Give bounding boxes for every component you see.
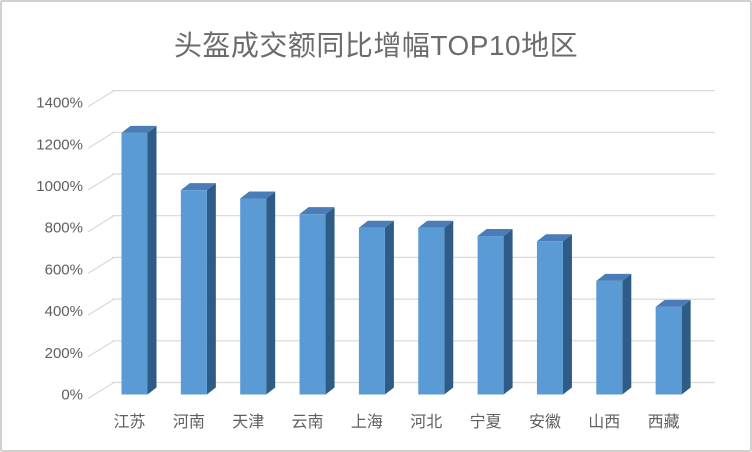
y-tick-label: 1000% — [36, 178, 83, 195]
gridline-depth-tick — [87, 381, 115, 400]
bar-top-face — [655, 299, 691, 307]
bar-top-face — [358, 220, 394, 228]
bar-top-face — [536, 234, 572, 242]
bar-side-face — [206, 183, 216, 395]
bar-side-face — [266, 191, 276, 395]
bar-side-face — [503, 229, 513, 395]
bar-top-face — [240, 191, 276, 199]
gridline-depth-tick — [87, 256, 115, 274]
bar-top-face — [418, 220, 454, 228]
gridline-depth-tick — [87, 131, 115, 149]
x-tick-label: 上海 — [351, 413, 383, 431]
bar — [418, 227, 445, 395]
bar-top-face — [121, 125, 157, 133]
x-tick-label: 江苏 — [113, 413, 145, 431]
bar — [121, 132, 148, 395]
bar-side-face — [681, 299, 691, 395]
x-tick-label: 云南 — [292, 413, 324, 431]
y-tick-label: 600% — [45, 261, 83, 278]
bar — [358, 227, 385, 395]
y-tick-label: 200% — [45, 345, 83, 362]
gridline-depth-tick — [87, 173, 115, 191]
bar-top-face — [477, 229, 513, 237]
bar — [240, 198, 267, 395]
y-tick-label: 1400% — [36, 95, 83, 112]
gridline-depth-tick — [87, 340, 115, 358]
bar-side-face — [562, 234, 572, 395]
bar — [536, 241, 563, 395]
bar — [596, 280, 623, 395]
x-tick-label: 山西 — [588, 413, 620, 431]
x-tick-label: 天津 — [232, 413, 264, 431]
bar-top-face — [596, 273, 632, 281]
gridline-depth-tick — [87, 298, 115, 316]
gridline-depth-tick — [87, 90, 115, 108]
bar-side-face — [622, 273, 632, 395]
bar — [299, 214, 326, 395]
y-tick-label: 400% — [45, 303, 83, 320]
bar — [180, 190, 207, 395]
bar-side-face — [325, 207, 335, 395]
x-tick-label: 宁夏 — [470, 413, 502, 431]
x-tick-label: 安徽 — [529, 413, 561, 431]
x-tick-label: 河北 — [410, 413, 442, 431]
y-tick-label: 0% — [61, 387, 83, 404]
x-tick-label: 河南 — [173, 413, 205, 431]
bar-side-face — [444, 220, 454, 395]
y-tick-label: 1200% — [36, 136, 83, 153]
y-tick-label: 800% — [45, 220, 83, 237]
chart-title: 头盔成交额同比增幅TOP10地区 — [173, 30, 579, 61]
bar-top-face — [180, 183, 216, 191]
bar-side-face — [384, 220, 394, 395]
gridline-depth-tick — [87, 215, 115, 233]
bar — [477, 236, 504, 395]
bar-side-face — [147, 125, 157, 395]
bar — [655, 306, 682, 395]
bar-top-face — [299, 207, 335, 215]
x-tick-label: 西藏 — [648, 413, 680, 431]
